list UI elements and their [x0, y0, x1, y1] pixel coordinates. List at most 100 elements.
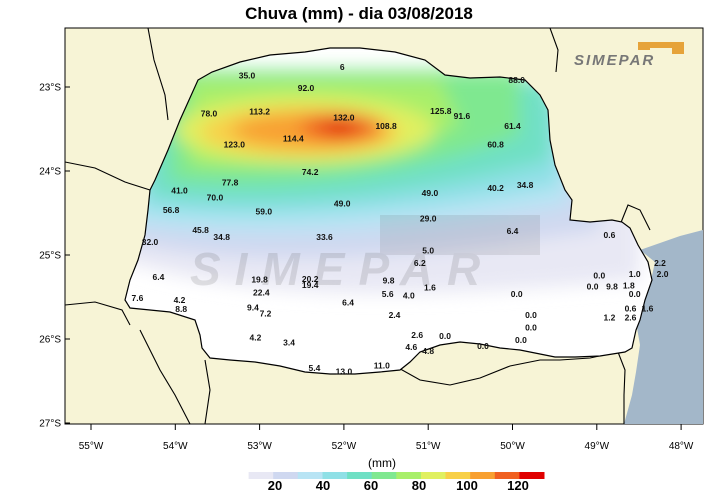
axis-ticks: 23°S 24°S 25°S 26°S 27°S 55°W 54°W 53°W 52°W 51°W…: [39, 83, 694, 453]
legend-swatch: [224, 472, 250, 479]
station-value: 19.4: [302, 280, 319, 290]
station-value: 61.4: [504, 121, 521, 131]
station-value: 2.0: [657, 269, 669, 279]
station-value: 6.2: [414, 258, 426, 268]
lat-tick-label: 24°S: [39, 167, 61, 178]
station-value: 77.8: [222, 177, 239, 187]
station-value: 2.6: [411, 330, 423, 340]
legend-swatch: [248, 472, 274, 479]
station-value: 4.6: [405, 342, 417, 352]
station-value: 41.0: [171, 186, 188, 196]
legend-tick-label: 100: [456, 478, 478, 493]
logo-text: SIMEPAR: [574, 52, 656, 69]
lat-tick-label: 23°S: [39, 83, 61, 94]
station-value: 29.0: [420, 213, 437, 223]
lon-tick-label: 50°W: [500, 441, 525, 452]
lat-tick-label: 26°S: [39, 335, 61, 346]
station-value: 123.0: [224, 140, 246, 150]
station-value: 40.2: [487, 183, 504, 193]
legend-swatch: [519, 472, 545, 479]
station-value: 22.4: [253, 287, 270, 297]
station-value: 2.6: [625, 313, 637, 323]
station-value: 9.4: [247, 302, 259, 312]
station-value: 5.4: [308, 363, 320, 373]
station-value: 7.6: [131, 293, 143, 303]
station-value: 91.6: [454, 111, 471, 121]
station-value: 0.0: [525, 310, 537, 320]
station-value: 9.8: [606, 281, 618, 291]
station-values: 6 35.0 92.0 88.0 113.2 78.0 132.0 125.8 91.6 108.…: [131, 62, 668, 376]
legend-labels: 20 40 60 80 100 120: [0, 478, 718, 494]
legend-swatch: [494, 472, 520, 479]
station-value: 1.2: [603, 313, 615, 323]
station-value: 35.0: [239, 71, 256, 81]
station-value: 32.0: [142, 237, 159, 247]
lat-tick-label: 27°S: [39, 419, 61, 430]
station-value: 1.6: [424, 282, 436, 292]
station-value: 3.4: [283, 338, 295, 348]
station-value: 74.2: [302, 167, 319, 177]
station-value: 108.8: [375, 121, 397, 131]
station-value: 2.2: [654, 258, 666, 268]
watermark-text: SIMEPAR: [190, 243, 494, 295]
station-value: 8.8: [175, 304, 187, 314]
station-value: 20.2: [302, 274, 319, 284]
lon-tick-label: 48°W: [669, 441, 694, 452]
station-value: 0.0: [525, 323, 537, 333]
station-value: 49.0: [334, 198, 351, 208]
station-value: 5.0: [422, 245, 434, 255]
lon-tick-label: 52°W: [332, 441, 357, 452]
station-value: 114.4: [283, 134, 304, 144]
legend-tick-label: 20: [267, 478, 283, 493]
legend-swatch: [322, 472, 348, 479]
legend-colorbar: [224, 472, 545, 479]
station-value: 0.6: [603, 230, 615, 240]
station-value: 1.0: [629, 269, 641, 279]
station-value: 0.0: [439, 331, 451, 341]
station-value: 45.8: [192, 225, 209, 235]
map-title: Chuva (mm) - dia 03/08/2018: [245, 4, 473, 23]
legend-swatch: [347, 472, 373, 479]
station-value: 11.0: [374, 360, 390, 370]
station-value: 6.4: [152, 272, 164, 282]
legend-swatch: [371, 472, 397, 479]
lon-tick-label: 53°W: [247, 441, 272, 452]
station-value: 0.0: [511, 289, 523, 299]
legend-tick-label: 60: [363, 478, 379, 493]
neighbour-borders: [65, 28, 651, 424]
station-value: 5.6: [382, 289, 394, 299]
station-value: 88.0: [508, 75, 525, 85]
ocean-area: [624, 230, 703, 424]
station-value: 13.0: [336, 366, 353, 376]
station-value: 56.8: [163, 205, 180, 215]
legend-swatch: [273, 472, 299, 479]
station-value: 0.0: [587, 281, 599, 291]
lon-tick-label: 55°W: [79, 441, 104, 452]
station-value: 92.0: [298, 83, 315, 93]
station-value: 6.4: [342, 297, 354, 307]
station-value: 0.6: [625, 303, 637, 313]
station-value: 4.2: [174, 295, 186, 305]
station-value: 2.4: [389, 310, 401, 320]
station-value: 6.4: [507, 226, 519, 236]
station-value: 70.0: [207, 192, 224, 202]
lon-tick-label: 49°W: [585, 441, 610, 452]
station-value: 34.8: [517, 180, 534, 190]
legend-swatch: [445, 472, 471, 479]
legend-swatch: [470, 472, 496, 479]
station-value: 78.0: [201, 108, 218, 118]
legend-unit: (mm): [368, 456, 396, 470]
station-value: 0.0: [515, 335, 527, 345]
legend-tick-label: 120: [507, 478, 529, 493]
station-value: 1.8: [623, 281, 635, 291]
station-value: 34.8: [213, 232, 230, 242]
station-value: 0.0: [477, 341, 489, 351]
lat-tick-label: 25°S: [39, 251, 61, 262]
parana-border: [124, 47, 653, 375]
station-value: 60.8: [487, 140, 504, 150]
station-value: 9.8: [383, 276, 395, 286]
station-value: 0.0: [593, 271, 605, 281]
legend-tick-label: 80: [411, 478, 427, 493]
watermark: SIMEPAR: [190, 215, 540, 295]
station-value: 1.6: [641, 303, 653, 313]
